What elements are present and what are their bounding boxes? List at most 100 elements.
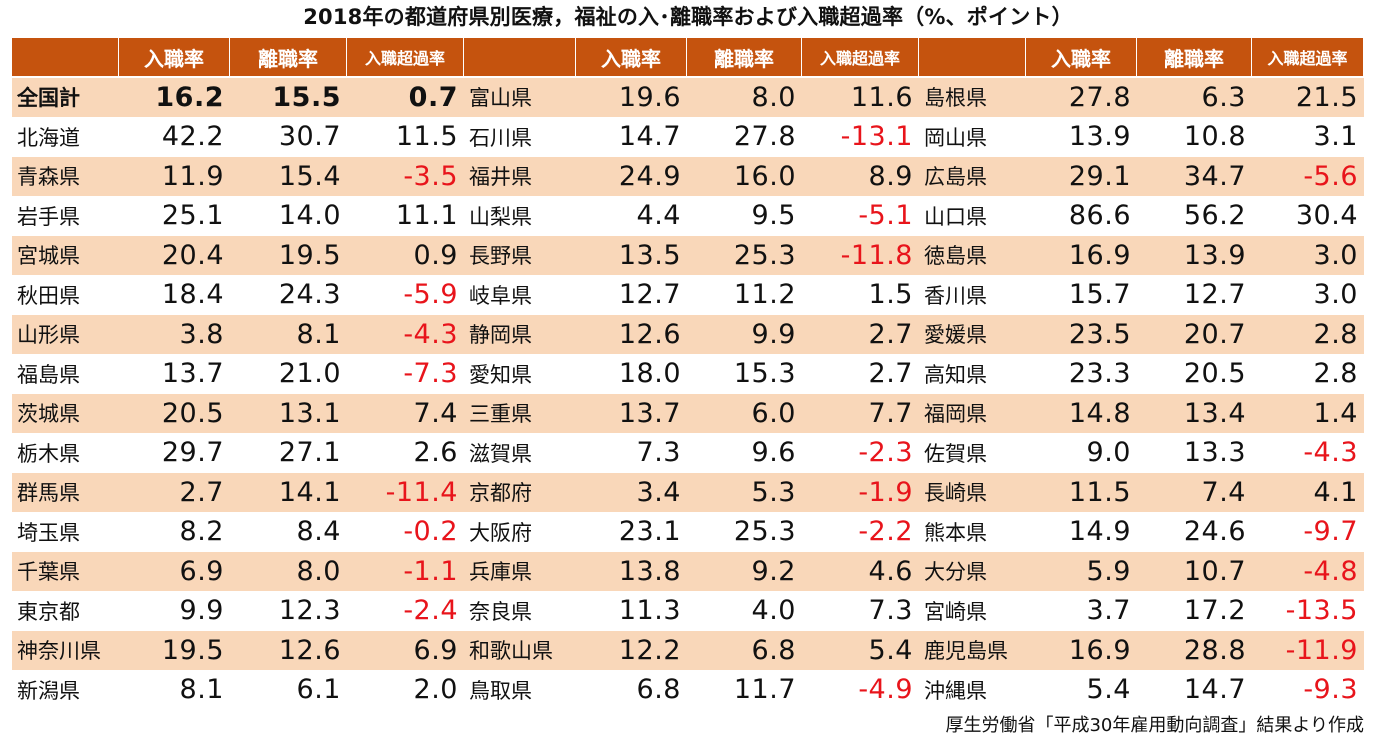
exit-rate-value: 12.3 [230,591,347,630]
entry-rate-value: 15.7 [1026,275,1137,314]
prefecture-name: 長野県 [464,235,576,275]
header-blank [464,38,576,76]
exit-rate-value: 14.7 [1137,670,1252,709]
entry-rate-value: 19.5 [119,630,230,670]
entry-rate-value: 29.1 [1026,156,1137,196]
excess-rate-value: 5.4 [802,630,919,670]
entry-rate-value: 23.1 [576,512,687,551]
exit-rate-value: 4.0 [687,591,802,630]
exit-rate-value: 6.8 [687,630,802,670]
entry-rate-value: 27.8 [1026,77,1137,117]
excess-rate-value: -7.3 [347,354,464,393]
entry-rate-value: 29.7 [119,433,230,472]
exit-rate-value: 17.2 [1137,591,1252,630]
prefecture-name: 長崎県 [919,472,1026,512]
prefecture-name: 高知県 [919,354,1026,393]
prefecture-name: 千葉県 [12,551,119,591]
excess-rate-value: -4.8 [1252,551,1364,591]
prefecture-name: 香川県 [919,275,1026,314]
exit-rate-value: 27.1 [230,433,347,472]
prefecture-name: 北海道 [12,117,119,156]
entry-rate-value: 11.3 [576,591,687,630]
excess-rate-value: -3.5 [347,156,464,196]
excess-rate-value: 3.0 [1252,235,1364,275]
excess-rate-value: -2.2 [802,512,919,551]
excess-rate-value: -9.3 [1252,670,1364,709]
entry-rate-value: 8.2 [119,512,230,551]
entry-rate-value: 13.5 [576,235,687,275]
excess-rate-value: -4.3 [347,314,464,354]
prefecture-name: 和歌山県 [464,630,576,670]
excess-rate-value: -5.6 [1252,156,1364,196]
excess-rate-value: 11.5 [347,117,464,156]
excess-rate-value: 4.6 [802,551,919,591]
prefecture-name: 青森県 [12,156,119,196]
excess-rate-value: 30.4 [1252,196,1364,235]
prefecture-name: 宮城県 [12,235,119,275]
excess-rate-value: 7.4 [347,393,464,433]
entry-rate-value: 12.2 [576,630,687,670]
excess-rate-value: -11.4 [347,472,464,512]
excess-rate-value: 7.7 [802,393,919,433]
exit-rate-value: 10.8 [1137,117,1252,156]
exit-rate-value: 25.3 [687,512,802,551]
header-excess-rate: 入職超過率 [347,38,464,76]
entry-rate-value: 11.5 [1026,472,1137,512]
header-excess-rate: 入職超過率 [802,38,919,76]
excess-rate-value: -13.5 [1252,591,1364,630]
excess-rate-value: 3.0 [1252,275,1364,314]
excess-rate-value: 2.8 [1252,314,1364,354]
exit-rate-value: 6.1 [230,670,347,709]
entry-rate-value: 18.4 [119,275,230,314]
exit-rate-value: 9.9 [687,314,802,354]
exit-rate-value: 24.3 [230,275,347,314]
header-excess-rate: 入職超過率 [1252,38,1364,76]
header-exit-rate: 離職率 [230,38,347,76]
entry-rate-value: 16.9 [1026,630,1137,670]
excess-rate-value: -13.1 [802,117,919,156]
prefecture-name: 山梨県 [464,196,576,235]
excess-rate-value: 11.6 [802,77,919,117]
excess-rate-value: 2.7 [802,314,919,354]
prefecture-name: 東京都 [12,591,119,630]
excess-rate-value: 2.0 [347,670,464,709]
exit-rate-value: 14.1 [230,472,347,512]
entry-rate-value: 7.3 [576,433,687,472]
prefecture-name: 奈良県 [464,591,576,630]
header-exit-rate: 離職率 [687,38,802,76]
prefecture-name: 鹿児島県 [919,630,1026,670]
exit-rate-value: 24.6 [1137,512,1252,551]
entry-rate-value: 9.0 [1026,433,1137,472]
excess-rate-value: -11.9 [1252,630,1364,670]
entry-rate-value: 5.4 [1026,670,1137,709]
excess-rate-value: 7.3 [802,591,919,630]
prefecture-name: 三重県 [464,393,576,433]
prefecture-name: 岩手県 [12,196,119,235]
header-entry-rate: 入職率 [1026,38,1137,76]
prefecture-name: 福島県 [12,354,119,393]
excess-rate-value: 2.7 [802,354,919,393]
exit-rate-value: 13.4 [1137,393,1252,433]
exit-rate-value: 19.5 [230,235,347,275]
entry-rate-value: 14.7 [576,117,687,156]
entry-rate-value: 13.7 [119,354,230,393]
exit-rate-value: 20.7 [1137,314,1252,354]
prefecture-name: 山形県 [12,314,119,354]
excess-rate-value: 1.5 [802,275,919,314]
excess-rate-value: 21.5 [1252,77,1364,117]
exit-rate-value: 6.3 [1137,77,1252,117]
entry-rate-value: 14.8 [1026,393,1137,433]
prefecture-name: 栃木県 [12,433,119,472]
excess-rate-value: 4.1 [1252,472,1364,512]
excess-rate-value: 3.1 [1252,117,1364,156]
entry-rate-value: 6.8 [576,670,687,709]
exit-rate-value: 16.0 [687,156,802,196]
header-exit-rate: 離職率 [1137,38,1252,76]
prefecture-name: 秋田県 [12,275,119,314]
table-title: 2018年の都道府県別医療，福祉の入･離職率および入職超過率（%、ポイント） [303,5,1073,29]
entry-rate-value: 2.7 [119,472,230,512]
prefecture-name: 茨城県 [12,393,119,433]
exit-rate-value: 9.2 [687,551,802,591]
prefecture-name: 島根県 [919,77,1026,117]
entry-rate-value: 14.9 [1026,512,1137,551]
